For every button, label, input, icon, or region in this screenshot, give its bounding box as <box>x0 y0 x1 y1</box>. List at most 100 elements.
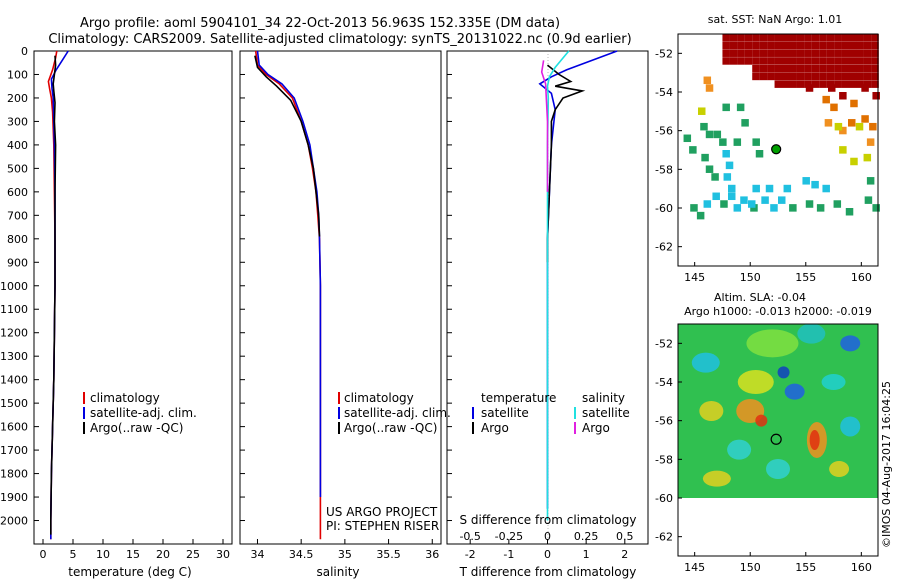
sst-cell <box>839 146 847 154</box>
sst-cell <box>698 107 706 115</box>
sst-lon-label: 160 <box>851 271 872 284</box>
difference-top-tick-label: -0.25 <box>495 530 523 543</box>
legend-label-climatology: climatology <box>90 391 160 405</box>
salinity-xtick-label: 36 <box>425 548 439 561</box>
sst-cell <box>782 72 790 81</box>
sst-cell <box>834 64 842 73</box>
salinity-series-satellite-adj-clim- <box>256 50 322 497</box>
sst-cell <box>863 72 872 81</box>
sst-cell <box>849 64 857 73</box>
sst-cell <box>720 200 728 208</box>
sst-cell <box>683 134 692 143</box>
sst-cell <box>819 49 827 57</box>
temperature-legend: climatology satellite-adj. clim. Argo(..… <box>83 391 197 435</box>
sst-cell <box>826 49 835 57</box>
sst-cell <box>767 34 775 42</box>
sst-cell <box>833 200 842 208</box>
sst-cell <box>834 49 842 57</box>
sst-cell <box>744 41 753 50</box>
sst-cell <box>841 72 850 81</box>
depth-tick-label: 2000 <box>0 515 28 528</box>
sst-cell <box>826 41 835 50</box>
sst-cell <box>849 41 857 50</box>
sst-cell <box>804 80 812 88</box>
sla-anomaly-blob <box>840 416 861 437</box>
sst-cell <box>752 57 760 65</box>
sst-cell <box>783 184 792 193</box>
difference-xtick-label: -1 <box>503 548 514 561</box>
sst-cell <box>782 80 790 88</box>
difference-xtick-label: 1 <box>583 548 590 561</box>
depth-tick-label: 1100 <box>0 303 28 316</box>
temperature-xtick-label: 0 <box>40 548 47 561</box>
salinity-xtick-label: 34 <box>250 548 264 561</box>
sst-cell <box>796 34 805 42</box>
sst-cell <box>872 204 880 212</box>
sla-lat-label: -62 <box>655 531 673 544</box>
sst-cell <box>723 173 732 181</box>
sla-lon-label: 145 <box>684 561 705 574</box>
legend-label-t-satellite: satellite <box>481 406 529 420</box>
sst-cell <box>796 57 805 65</box>
sst-cell <box>866 177 875 185</box>
depth-tick-label: 900 <box>7 256 28 269</box>
sst-cell <box>848 119 856 127</box>
legend-label-satellite: satellite-adj. clim. <box>344 406 451 420</box>
legend-label-s-argo: Argo <box>582 421 610 435</box>
sst-cell <box>725 161 734 170</box>
sst-cell <box>804 34 812 42</box>
sla-anomaly-blob <box>766 459 790 479</box>
sst-cell <box>802 177 810 185</box>
sst-cell <box>744 49 753 57</box>
sst-cell <box>703 200 712 208</box>
sst-cell <box>805 84 814 92</box>
sla-anomaly-blob <box>746 329 799 358</box>
sst-cell <box>759 57 768 65</box>
sst-cell <box>722 49 730 57</box>
sst-cell <box>752 72 760 81</box>
sst-cell <box>861 84 869 92</box>
sst-cell <box>834 122 843 131</box>
sst-cell <box>752 41 760 50</box>
sla-anomaly-blob <box>755 414 768 427</box>
sla-anomaly-blob <box>829 461 850 477</box>
sst-cell <box>713 130 722 139</box>
sst-cell <box>750 204 758 212</box>
legend-label-climatology: climatology <box>344 391 414 405</box>
temperature-xlabel: temperature (deg C) <box>68 565 191 579</box>
salinity-plot-frame <box>239 50 442 545</box>
sst-cell <box>871 49 879 57</box>
sst-cell <box>705 130 714 139</box>
sla-map-panel: Altim. SLA: -0.04 Argo h1000: -0.013 h20… <box>655 291 879 574</box>
sst-cell <box>737 34 745 42</box>
sst-map-panel: sat. SST: NaN Argo: 1.01 145 150 155 160 -52… <box>655 13 880 284</box>
sla-map-frame <box>677 323 879 557</box>
legend-label-s-satellite: satellite <box>582 406 630 420</box>
sst-lon-label: 150 <box>740 271 761 284</box>
depth-tick-label: 700 <box>7 209 28 222</box>
sst-cell <box>719 138 727 146</box>
sst-cell <box>741 119 749 127</box>
sla-map-title: Altim. SLA: -0.04 <box>714 291 806 304</box>
sst-cell <box>700 122 708 131</box>
sst-cell <box>863 41 872 50</box>
difference-xtick-label: 2 <box>621 548 628 561</box>
sst-cell <box>811 72 820 81</box>
depth-tick-label: 300 <box>7 115 28 128</box>
sst-lat-label: -62 <box>655 241 673 254</box>
sst-cell <box>811 57 820 65</box>
sst-cell <box>819 80 827 88</box>
difference-xtick-label: -2 <box>465 548 476 561</box>
difference-series-temperature-argo <box>546 64 586 263</box>
sst-cell <box>856 49 864 57</box>
sst-cell <box>789 80 797 88</box>
sst-cell <box>733 204 742 212</box>
depth-tick-label: 1700 <box>0 444 28 457</box>
sst-cell <box>752 34 760 42</box>
sst-cell <box>841 34 850 42</box>
sst-cell <box>826 72 835 81</box>
sst-cell <box>759 72 768 81</box>
difference-top-tick-label: -0.5 <box>459 530 480 543</box>
sst-cell <box>863 64 872 73</box>
sst-cell <box>729 57 738 65</box>
